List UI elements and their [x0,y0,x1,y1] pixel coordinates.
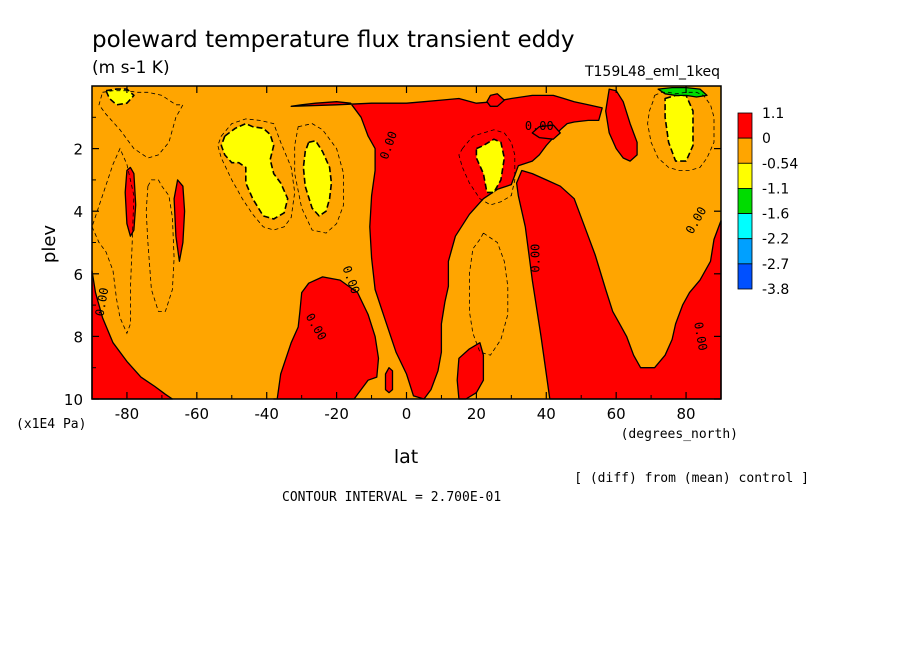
colorbar-swatch-6 [737,263,753,290]
plot-area: 0.000.000.000.000.000.000.000.00 [91,85,722,400]
experiment-label: T159L48_eml_1keq [584,64,720,80]
y-tick-label-6: 6 [73,266,83,284]
green-regions [657,86,708,98]
red-region-8 [531,124,561,140]
x-tick-label-60: 60 [607,405,626,423]
yellow-region-4 [664,94,694,162]
colorbar: 1.1 0 -0.54 -1.1 -1.6 -2.2 -2.7 -3.8 [737,106,798,298]
red-region-9 [486,93,505,107]
colorbar-swatch-0 [737,112,753,139]
dashed-contour-2 [91,147,135,335]
x-tick-label--40: -40 [254,405,279,423]
red-region-4 [290,94,603,400]
y-tick-label-4: 4 [73,203,83,221]
y-axis: 2 4 6 8 10 [64,116,721,409]
red-region-2 [173,179,186,262]
red-region-10 [384,367,394,394]
y-tick-label-2: 2 [73,141,83,159]
dashed-contour-1 [294,123,344,234]
colorbar-label-2: -0.54 [762,156,798,172]
green-region-0 [657,86,708,98]
red-region-6 [515,169,722,400]
dashed-contour-7 [647,91,715,171]
x-tick-label-80: 80 [677,405,696,423]
dashed-contour-6 [458,129,516,206]
colorbar-label-6: -2.7 [762,257,789,273]
colorbar-swatch-1 [737,137,753,164]
colorbar-label-4: -1.6 [762,207,789,223]
dashed-contour-4 [98,90,184,159]
colorbar-label-7: -3.8 [762,282,789,298]
chart-title: poleward temperature flux transient eddy [92,27,574,53]
red-regions [91,88,722,400]
dashed-contours [91,90,715,356]
x-axis-label: lat [394,446,418,468]
colorbar-label-5: -2.2 [762,232,789,248]
colorbar-label-3: -1.1 [762,181,789,197]
y-tick-label-10: 10 [64,391,83,409]
x-tick-label--80: -80 [115,405,140,423]
x-tick-label--20: -20 [324,405,349,423]
dashed-contour-3 [145,179,175,312]
red-region-1 [124,166,137,237]
chart-units: (m s-1 K) [92,58,170,78]
x-axis-units: (degrees_north) [621,427,738,442]
dashed-contour-5 [469,232,509,356]
yellow-regions [105,88,694,220]
colorbar-swatch-2 [737,162,753,189]
colorbar-swatch-5 [737,238,753,265]
colorbar-label-0: 1.1 [762,106,784,122]
contour-interval: CONTOUR INTERVAL = 2.700E-01 [282,490,501,505]
dashed-contour-0 [217,118,296,231]
y-axis-label: plev [39,225,60,264]
red-region-5 [456,342,485,400]
contour-label-4: 0.00 [528,244,542,273]
y-axis-units: (x1E4 Pa) [16,417,86,432]
x-tick-label-20: 20 [467,405,486,423]
contour-label-7: 0.00 [691,321,710,352]
x-tick-label-40: 40 [537,405,556,423]
red-region-7 [605,88,638,162]
colorbar-swatch-3 [737,188,753,214]
colorbar-swatch-4 [737,213,753,240]
yellow-region-3 [475,138,506,194]
yellow-region-2 [105,88,135,106]
yellow-region-0 [220,122,289,220]
contour-label-0: 0.00 [93,286,112,317]
x-axis: -80 -60 -40 -20 0 20 40 60 80 [91,86,722,423]
colorbar-label-1: 0 [762,131,771,147]
x-tick-label--60: -60 [185,405,210,423]
contour-label-5: 0.00 [525,119,554,133]
x-tick-label-0: 0 [402,405,412,423]
diff-note: [ (diff) from (mean) control ] [574,471,809,486]
y-tick-label-8: 8 [73,328,83,346]
yellow-region-1 [302,140,333,217]
